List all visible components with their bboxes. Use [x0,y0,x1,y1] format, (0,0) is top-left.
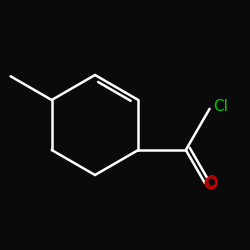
Text: Cl: Cl [213,99,228,114]
Text: O: O [205,176,217,190]
Circle shape [206,178,216,188]
